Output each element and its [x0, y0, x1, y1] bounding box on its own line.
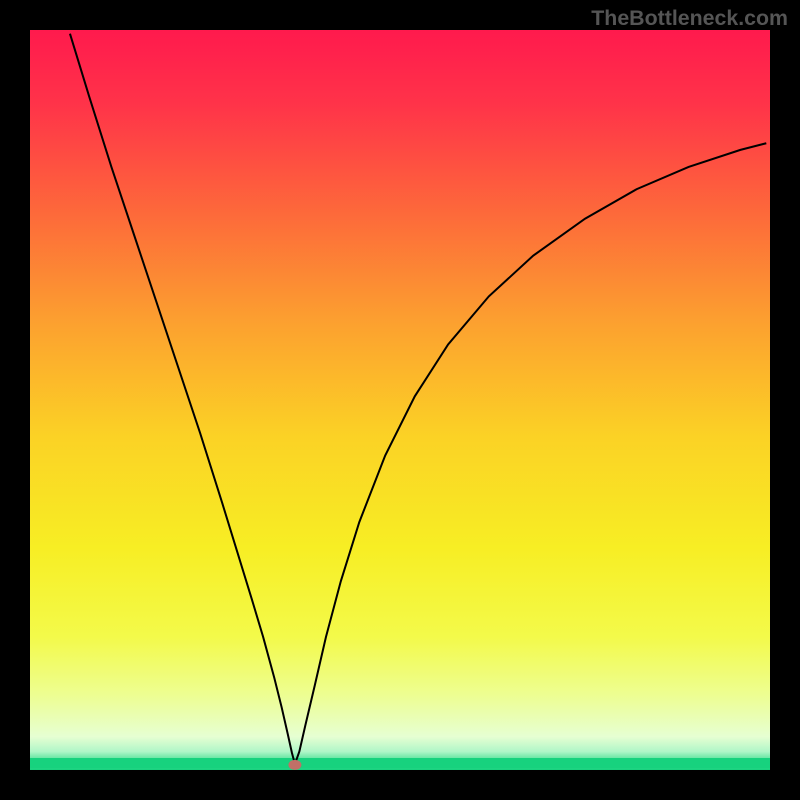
chart-plot-area — [30, 30, 770, 770]
chart-curve-layer — [30, 30, 770, 770]
watermark-text: TheBottleneck.com — [591, 6, 788, 31]
bottleneck-curve-right-branch — [295, 143, 766, 764]
bottleneck-curve-left-branch — [70, 34, 295, 764]
